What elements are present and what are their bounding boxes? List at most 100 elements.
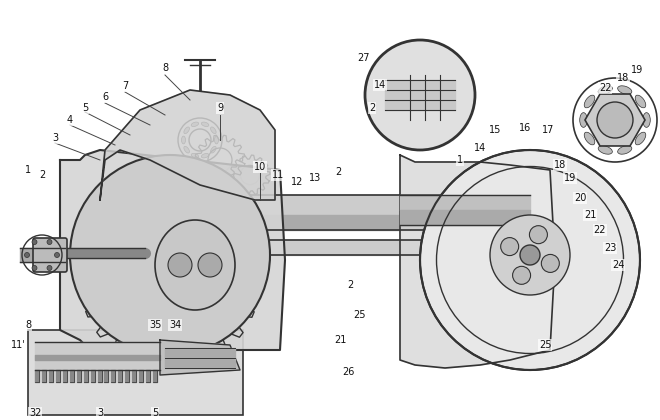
Text: 1: 1 bbox=[457, 155, 463, 165]
FancyBboxPatch shape bbox=[33, 238, 67, 272]
Ellipse shape bbox=[184, 147, 189, 153]
Text: 22: 22 bbox=[594, 225, 607, 235]
Circle shape bbox=[75, 252, 81, 257]
Text: 10: 10 bbox=[254, 162, 266, 172]
Circle shape bbox=[490, 215, 570, 295]
Text: 9: 9 bbox=[217, 103, 223, 113]
Text: 19: 19 bbox=[631, 65, 643, 75]
Ellipse shape bbox=[182, 136, 185, 144]
Circle shape bbox=[104, 240, 110, 246]
Ellipse shape bbox=[523, 223, 531, 232]
Ellipse shape bbox=[490, 248, 496, 257]
Polygon shape bbox=[160, 340, 240, 375]
Text: 35: 35 bbox=[148, 320, 161, 330]
Text: 18: 18 bbox=[554, 160, 566, 170]
Ellipse shape bbox=[529, 235, 533, 245]
Text: 14: 14 bbox=[474, 143, 486, 153]
Circle shape bbox=[32, 239, 37, 244]
Circle shape bbox=[143, 239, 147, 243]
Text: 26: 26 bbox=[342, 367, 354, 377]
Text: 18: 18 bbox=[617, 73, 629, 83]
Ellipse shape bbox=[499, 257, 508, 263]
Text: 5: 5 bbox=[152, 408, 158, 418]
Text: 25: 25 bbox=[354, 310, 366, 320]
Text: 5: 5 bbox=[82, 103, 88, 113]
Text: 14: 14 bbox=[374, 80, 386, 90]
Ellipse shape bbox=[635, 132, 645, 145]
Circle shape bbox=[129, 253, 133, 257]
Text: 2: 2 bbox=[369, 103, 375, 113]
Ellipse shape bbox=[211, 127, 216, 134]
Ellipse shape bbox=[512, 217, 521, 223]
Circle shape bbox=[133, 243, 137, 247]
Text: 8: 8 bbox=[162, 63, 168, 73]
Circle shape bbox=[81, 264, 86, 270]
Text: 11': 11' bbox=[11, 340, 25, 350]
Ellipse shape bbox=[490, 223, 496, 232]
Text: 6: 6 bbox=[102, 92, 108, 102]
Circle shape bbox=[47, 239, 52, 244]
Circle shape bbox=[168, 253, 192, 277]
Circle shape bbox=[513, 266, 531, 284]
Text: 4: 4 bbox=[67, 115, 73, 125]
Circle shape bbox=[110, 252, 115, 257]
Circle shape bbox=[55, 252, 59, 257]
Circle shape bbox=[520, 245, 540, 265]
Circle shape bbox=[104, 264, 110, 270]
Circle shape bbox=[365, 40, 475, 150]
Circle shape bbox=[597, 102, 633, 138]
Ellipse shape bbox=[584, 95, 595, 108]
Text: 25: 25 bbox=[539, 340, 551, 350]
Ellipse shape bbox=[584, 132, 595, 145]
Text: 11: 11 bbox=[272, 170, 284, 180]
Polygon shape bbox=[60, 150, 285, 350]
Circle shape bbox=[32, 265, 37, 270]
Text: 2: 2 bbox=[39, 170, 45, 180]
Text: 3: 3 bbox=[97, 408, 103, 418]
Polygon shape bbox=[400, 155, 555, 368]
Circle shape bbox=[529, 226, 547, 244]
Circle shape bbox=[92, 269, 98, 275]
Text: 2: 2 bbox=[347, 280, 353, 290]
Ellipse shape bbox=[579, 113, 587, 127]
Ellipse shape bbox=[598, 146, 612, 154]
Ellipse shape bbox=[201, 153, 209, 158]
Circle shape bbox=[81, 240, 86, 246]
Text: 24: 24 bbox=[612, 260, 624, 270]
Circle shape bbox=[198, 253, 222, 277]
Circle shape bbox=[92, 236, 98, 241]
Ellipse shape bbox=[201, 122, 209, 126]
Text: 1: 1 bbox=[25, 165, 31, 175]
Text: 22: 22 bbox=[599, 83, 611, 93]
Circle shape bbox=[47, 265, 52, 270]
Ellipse shape bbox=[214, 136, 218, 144]
Text: 17: 17 bbox=[542, 125, 554, 135]
Circle shape bbox=[133, 262, 137, 267]
Text: 32: 32 bbox=[29, 408, 41, 418]
Text: 8: 8 bbox=[25, 320, 31, 330]
Text: 34: 34 bbox=[169, 320, 181, 330]
Circle shape bbox=[541, 255, 559, 273]
Ellipse shape bbox=[486, 235, 492, 245]
Text: 3: 3 bbox=[52, 133, 58, 143]
Text: 2: 2 bbox=[335, 167, 341, 177]
Text: 27: 27 bbox=[357, 53, 369, 63]
Ellipse shape bbox=[70, 155, 270, 355]
Ellipse shape bbox=[499, 217, 508, 223]
Circle shape bbox=[501, 238, 519, 256]
Ellipse shape bbox=[618, 146, 632, 154]
Ellipse shape bbox=[211, 147, 216, 153]
Ellipse shape bbox=[635, 95, 645, 108]
Text: 21: 21 bbox=[584, 210, 596, 220]
Text: 20: 20 bbox=[574, 193, 586, 203]
Text: 19: 19 bbox=[564, 173, 576, 183]
Circle shape bbox=[156, 253, 161, 257]
Text: 21: 21 bbox=[334, 335, 346, 345]
Circle shape bbox=[420, 150, 640, 370]
Text: 15: 15 bbox=[489, 125, 501, 135]
Ellipse shape bbox=[523, 248, 531, 257]
Circle shape bbox=[143, 267, 147, 271]
Text: 7: 7 bbox=[122, 81, 128, 91]
Circle shape bbox=[152, 243, 157, 247]
Circle shape bbox=[152, 262, 157, 267]
